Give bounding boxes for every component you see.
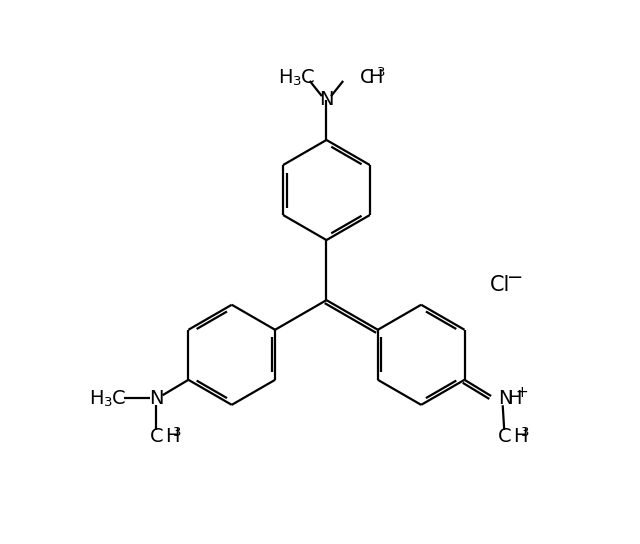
Text: C: C <box>112 389 125 408</box>
Text: C: C <box>301 67 314 86</box>
Text: C: C <box>150 427 163 446</box>
Text: 3: 3 <box>173 426 182 438</box>
Text: 3: 3 <box>377 66 385 79</box>
Text: N: N <box>149 389 164 408</box>
Text: 3: 3 <box>293 75 301 88</box>
Text: N: N <box>498 389 513 408</box>
Text: −: − <box>508 268 524 287</box>
Text: 3: 3 <box>104 397 113 410</box>
Text: Cl: Cl <box>490 275 510 295</box>
Text: H: H <box>508 389 522 408</box>
Text: N: N <box>319 90 333 109</box>
Text: 3: 3 <box>521 426 530 438</box>
Text: H: H <box>90 389 104 408</box>
Text: H: H <box>278 67 293 86</box>
Text: H: H <box>369 67 383 86</box>
Text: C: C <box>497 427 511 446</box>
Text: +: + <box>516 385 529 400</box>
Text: C: C <box>360 67 374 86</box>
Text: H: H <box>165 427 179 446</box>
Text: H: H <box>513 427 527 446</box>
